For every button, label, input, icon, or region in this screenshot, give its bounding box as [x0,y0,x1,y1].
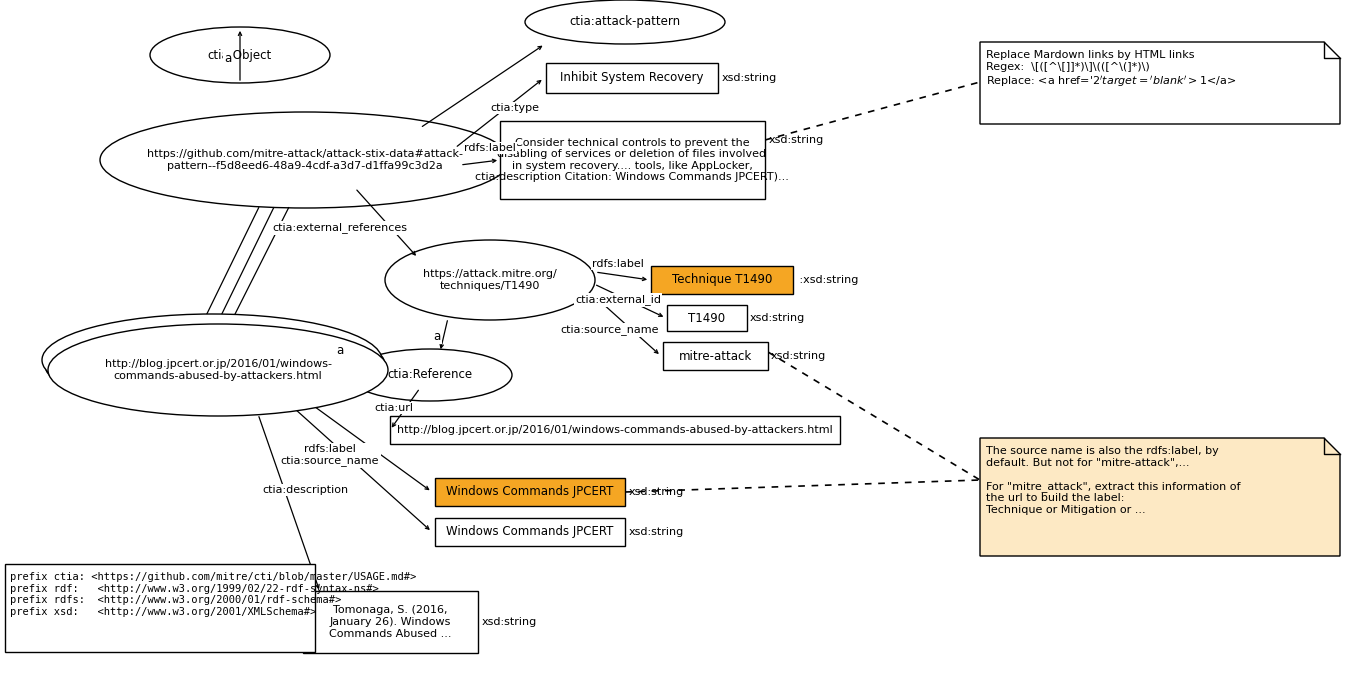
Text: Windows Commands JPCERT: Windows Commands JPCERT [446,486,614,498]
Text: xsd:string: xsd:string [722,73,777,83]
FancyBboxPatch shape [651,266,793,294]
Text: ctia:description: ctia:description [261,485,347,495]
Text: ctia:external_references: ctia:external_references [272,223,408,234]
Ellipse shape [42,314,382,406]
FancyBboxPatch shape [546,63,718,93]
Text: xsd:string: xsd:string [629,487,684,497]
FancyBboxPatch shape [390,416,840,444]
FancyBboxPatch shape [435,518,625,546]
Ellipse shape [150,27,330,83]
Text: xsd:string: xsd:string [750,313,806,323]
Text: ctia:Object: ctia:Object [208,48,272,61]
Text: ctia:attack-pattern: ctia:attack-pattern [569,16,680,29]
Text: ctia:source_name: ctia:source_name [561,325,659,336]
Text: ctia:url: ctia:url [375,403,413,413]
Text: mitre-attack: mitre-attack [679,349,751,362]
Text: The source name is also the rdfs:label, by
default. But not for "mitre-attack",.: The source name is also the rdfs:label, … [986,446,1241,515]
Text: xsd:string: xsd:string [482,617,536,627]
Text: ctia:external_id: ctia:external_id [575,295,661,306]
Polygon shape [979,438,1341,556]
FancyBboxPatch shape [662,342,767,370]
Text: a: a [224,52,231,65]
Text: ctia:type: ctia:type [491,103,539,113]
Text: http://blog.jpcert.or.jp/2016/01/windows-commands-abused-by-attackers.html: http://blog.jpcert.or.jp/2016/01/windows… [397,425,833,435]
Text: https://attack.mitre.org/
techniques/T1490: https://attack.mitre.org/ techniques/T14… [423,269,557,291]
Text: a: a [434,330,440,343]
Text: rdfs:label: rdfs:label [592,259,644,269]
Text: Replace Mardown links by HTML links
Regex:  \[([^\[]]*)\]\(([^\(]*)\)
Replace: <: Replace Mardown links by HTML links Rege… [986,50,1237,89]
Text: Inhibit System Recovery: Inhibit System Recovery [561,72,703,84]
Ellipse shape [347,349,512,401]
Text: rdfs:label
ctia:source_name: rdfs:label ctia:source_name [280,444,379,466]
Text: http://blog.jpcert.or.jp/2016/01/windows-
commands-abused-by-attackers.html: http://blog.jpcert.or.jp/2016/01/windows… [104,359,331,381]
Text: Windows Commands JPCERT: Windows Commands JPCERT [446,526,614,539]
Text: ctia:Reference: ctia:Reference [387,368,472,381]
FancyBboxPatch shape [435,478,625,506]
Text: :xsd:string: :xsd:string [796,275,858,285]
Ellipse shape [384,240,595,320]
Text: T1490: T1490 [688,311,725,325]
Ellipse shape [45,319,384,411]
FancyBboxPatch shape [499,121,765,199]
FancyBboxPatch shape [302,591,477,653]
Ellipse shape [525,0,725,44]
FancyBboxPatch shape [5,564,315,652]
Ellipse shape [100,112,510,208]
Text: a: a [337,343,343,356]
Ellipse shape [48,324,389,416]
Polygon shape [979,42,1341,124]
FancyBboxPatch shape [668,305,747,331]
Text: rdfs:label: rdfs:label [464,143,516,153]
Text: https://github.com/mitre-attack/attack-stix-data#attack-
pattern--f5d8eed6-48a9-: https://github.com/mitre-attack/attack-s… [146,149,462,171]
Text: xsd:string: xsd:string [770,351,826,361]
Text: Consider technical controls to prevent the
disabling of services or deletion of : Consider technical controls to prevent t… [475,138,789,183]
Text: prefix ctia: <https://github.com/mitre/cti/blob/master/USAGE.md#>
prefix rdf:   : prefix ctia: <https://github.com/mitre/c… [10,572,416,617]
Text: xsd:string: xsd:string [629,527,684,537]
Text: xsd:string: xsd:string [769,135,824,145]
Text: Tomonaga, S. (2016,
January 26). Windows
Commands Abused ...: Tomonaga, S. (2016, January 26). Windows… [328,605,451,639]
Text: Technique T1490: Technique T1490 [672,274,772,287]
